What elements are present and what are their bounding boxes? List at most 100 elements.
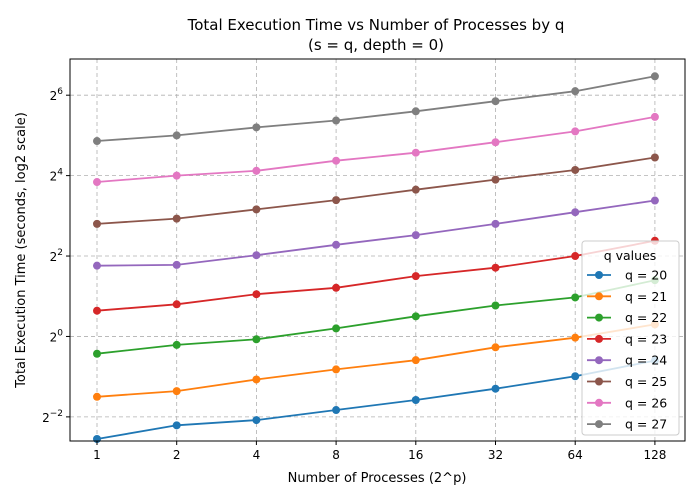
- data-point: [411, 231, 420, 240]
- legend-swatch-marker: [595, 420, 603, 429]
- data-point: [491, 263, 500, 272]
- legend-swatch-marker: [595, 292, 603, 301]
- data-point: [571, 252, 580, 261]
- chart-title-line1: Total Execution Time vs Number of Proces…: [187, 16, 565, 34]
- data-point: [571, 372, 580, 381]
- y-tick-label: 2−2: [42, 409, 63, 425]
- x-tick-label: 16: [408, 448, 423, 462]
- series-line: [96, 359, 656, 440]
- x-tick-label: 128: [643, 448, 666, 462]
- data-point: [252, 205, 261, 214]
- data-point: [491, 384, 500, 393]
- legend: q values q = 20q = 21q = 22q = 23q = 24q…: [581, 240, 680, 436]
- legend-label: q = 21: [625, 289, 667, 304]
- data-point: [650, 112, 659, 121]
- legend-label: q = 23: [625, 331, 667, 346]
- legend-label: q = 22: [625, 310, 667, 325]
- legend-label: q = 26: [625, 395, 667, 410]
- legend-label: q = 25: [625, 374, 667, 389]
- x-ticks: 1 2 4 8 16 32 64 128: [93, 441, 666, 462]
- y-tick-label: 24: [50, 168, 64, 184]
- data-point: [93, 261, 101, 270]
- legend-title: q values: [604, 248, 657, 263]
- y-tick-label: 26: [50, 87, 64, 103]
- data-point: [491, 97, 500, 106]
- data-point: [491, 138, 500, 147]
- data-point: [411, 395, 420, 404]
- data-point: [650, 196, 659, 205]
- data-point: [491, 175, 500, 184]
- series-line: [96, 239, 656, 312]
- x-tick-label: 32: [488, 448, 503, 462]
- legend-swatch-marker: [595, 271, 603, 279]
- series-line: [96, 199, 656, 267]
- y-ticks: 2−2 20 22 24 26: [42, 87, 70, 425]
- data-point: [571, 127, 580, 136]
- legend-swatch-marker: [595, 313, 603, 322]
- legend-swatch-marker: [595, 377, 603, 386]
- y-axis-label: Total Execution Time (seconds, log2 scal…: [14, 112, 29, 389]
- data-point: [332, 196, 341, 205]
- plot-frame: [69, 58, 686, 442]
- data-point: [571, 165, 580, 174]
- data-point: [332, 156, 341, 165]
- data-point: [172, 340, 181, 349]
- data-point: [571, 333, 580, 342]
- data-point: [252, 290, 261, 299]
- data-point: [332, 324, 341, 333]
- data-point: [93, 306, 101, 315]
- data-point: [491, 301, 500, 310]
- data-point: [411, 356, 420, 365]
- data-point: [93, 137, 101, 146]
- data-point: [252, 166, 261, 175]
- legend-box: [581, 240, 680, 436]
- x-tick-label: 4: [253, 448, 261, 462]
- series-line: [96, 279, 656, 355]
- legend-items: q = 20 q = 21 q = 22 q = 23 q = 24 q = 25 q = …: [587, 268, 667, 432]
- data-point: [332, 365, 341, 374]
- data-point: [571, 87, 580, 96]
- y-tick-label: 20: [50, 328, 64, 344]
- data-point: [411, 107, 420, 116]
- legend-swatch-marker: [595, 356, 603, 365]
- x-axis-label: Number of Processes (2^p): [288, 471, 467, 486]
- series-line: [96, 156, 656, 225]
- data-point: [93, 349, 101, 358]
- data-point: [252, 416, 261, 425]
- series-line: [96, 323, 656, 398]
- data-point: [411, 148, 420, 157]
- data-point: [172, 421, 181, 430]
- data-point: [252, 251, 261, 260]
- data-point: [571, 293, 580, 302]
- series-points: [93, 72, 659, 443]
- data-point: [571, 208, 580, 217]
- data-point: [172, 387, 181, 396]
- legend-label: q = 27: [625, 417, 667, 432]
- data-point: [252, 375, 261, 384]
- chart-title-line2: (s = q, depth = 0): [308, 36, 444, 54]
- x-tick-label: 1: [93, 448, 101, 462]
- legend-swatch-marker: [595, 334, 603, 343]
- data-point: [411, 272, 420, 281]
- legend-swatch-marker: [595, 398, 603, 407]
- data-point: [411, 312, 420, 321]
- data-point: [93, 219, 101, 228]
- series-line: [96, 116, 656, 183]
- data-point: [332, 116, 341, 125]
- data-point: [252, 335, 261, 344]
- data-point: [650, 72, 659, 81]
- x-tick-label: 8: [332, 448, 340, 462]
- y-tick-label: 22: [50, 248, 63, 264]
- series-line: [96, 75, 656, 142]
- data-point: [93, 392, 101, 401]
- x-tick-label: 2: [173, 448, 181, 462]
- data-point: [93, 178, 101, 187]
- data-point: [172, 260, 181, 269]
- data-point: [172, 171, 181, 180]
- data-point: [650, 153, 659, 162]
- data-point: [332, 240, 341, 249]
- data-point: [172, 214, 181, 223]
- data-point: [332, 283, 341, 292]
- data-point: [252, 123, 261, 132]
